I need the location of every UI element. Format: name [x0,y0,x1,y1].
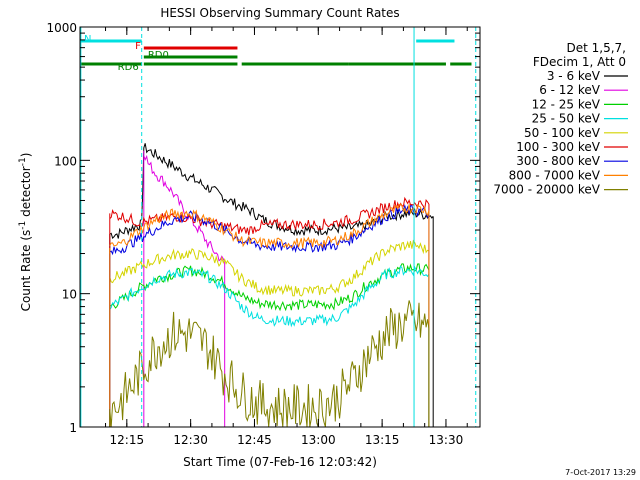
series-layer [109,143,434,428]
series-line-1 [143,154,226,264]
plot-frame [79,26,481,428]
x-axis-label: Start Time (07-Feb-16 12:03:42) [183,455,377,469]
y-tick-label: 100 [54,154,77,168]
x-tick-label: 13:30 [429,433,464,447]
x-tick-label: 13:00 [301,433,336,447]
y-axis: 1 10 100 1000 [46,21,480,435]
chart-title: HESSI Observing Summary Count Rates [160,6,399,20]
legend-entry-label: 25 - 50 keV [532,112,601,126]
y-tick-label: 1000 [46,21,77,35]
legend-entry-label: 50 - 100 keV [524,126,601,140]
x-axis: 12:15 12:30 12:45 13:00 13:15 13:30 [105,27,468,447]
footer-timestamp: 7-Oct-2017 13:29 [565,468,636,477]
y-axis-label: Count Rate (s-1 detector-1) [18,153,33,312]
series-line-5 [109,196,430,236]
x-tick-label: 12:15 [110,433,145,447]
legend-entry-label: 12 - 25 keV [532,97,601,111]
markers-layer [80,27,477,427]
y-tick-label: 10 [62,288,77,302]
flags-layer: N F RD0 RD6 [80,34,472,73]
series-line-2 [109,263,430,312]
legend-entry-label: 300 - 800 keV [516,154,600,168]
legend-entry-label: 800 - 7000 keV [509,168,601,182]
series-line-7 [109,203,430,249]
series-line-4 [109,239,430,297]
flag-label-rd6: RD6 [118,62,139,73]
legend-entry-label: 6 - 12 keV [539,83,601,97]
flag-label-f: F [135,41,141,52]
legend-entry-label: 3 - 6 keV [547,69,601,83]
series-line-8 [109,300,430,428]
flag-label-rd0: RD0 [148,50,169,61]
legend-header-line-2: FDecim 1, Att 0 [533,55,626,69]
x-tick-label: 12:30 [173,433,208,447]
series-line-6 [109,204,430,256]
legend-entry-label: 7000 - 20000 keV [493,183,600,197]
legend-header-line-1: Det 1,5,7, [567,41,627,55]
series-line-3 [109,264,430,328]
legend-entry-label: 100 - 300 keV [516,140,600,154]
flag-label-n: N [84,34,91,45]
x-tick-label: 13:15 [365,433,400,447]
x-tick-label: 12:45 [237,433,272,447]
y-tick-label: 1 [69,421,77,435]
